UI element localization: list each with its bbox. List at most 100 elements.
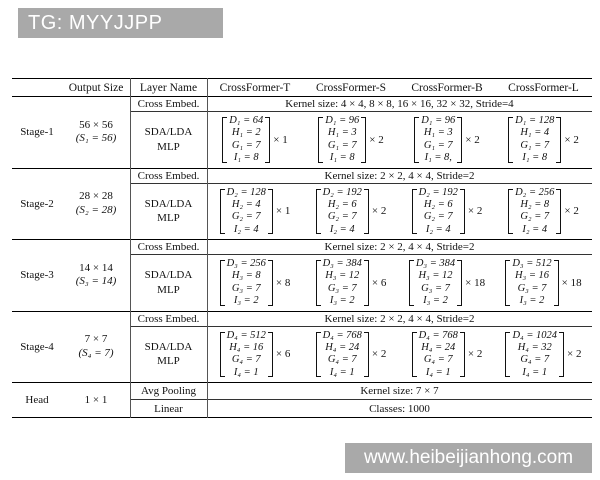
header-crossformer-s: CrossFormer-S <box>315 81 387 94</box>
bracket-right <box>457 260 463 306</box>
bracket-right <box>267 260 273 306</box>
bracket-right <box>553 260 559 306</box>
matrix-values: D₂ = 192 H₂ = 6 G₂ = 7 I₂ = 4 <box>322 186 362 235</box>
matrix-cell: D₄ = 768 H₄ = 24 G₄ = 7 I₄ = 1 × 2 <box>303 327 399 383</box>
matrix-cell: D₂ = 192 H₂ = 6 G₂ = 7 I₂ = 4 × 2 <box>303 184 399 240</box>
matrix-cell: D₄ = 512 H₄ = 16 G₄ = 7 I₄ = 1 × 6 <box>207 327 303 383</box>
stage-2-block: Stage-2 28 × 28 (S₂ = 28) Cross Embed. K… <box>12 169 592 240</box>
bracket-left <box>411 331 417 377</box>
bracket-left <box>414 117 420 163</box>
bracket-right <box>457 117 463 163</box>
matrix-multiplier: × 2 <box>371 348 387 361</box>
cross-embed-label: Cross Embed. <box>130 240 207 255</box>
header-output-size: Output Size <box>68 81 124 94</box>
matrix-values: D₁ = 96 H₁ = 3 G₁ = 7 I₁ = 8 <box>325 115 360 164</box>
layer-name-cell: SDA/LDA MLP <box>144 197 193 225</box>
cross-embed-kernel: Kernel size: 2 × 2, 4 × 4, Stride=2 <box>207 169 592 184</box>
matrix-values: D₄ = 768 H₄ = 24 G₄ = 7 I₄ = 1 <box>322 329 362 378</box>
bracket-left <box>219 260 225 306</box>
stage-4-block: Stage-4 7 × 7 (S₄ = 7) Cross Embed. Kern… <box>12 312 592 383</box>
stage-1-block: Stage-1 56 × 56 (S₁ = 56) Cross Embed. K… <box>12 97 592 169</box>
output-size-sub: (S₄ = 7) <box>78 346 114 359</box>
matrix-multiplier: × 6 <box>275 348 291 361</box>
stage-3-block: Stage-3 14 × 14 (S₃ = 14) Cross Embed. K… <box>12 240 592 312</box>
output-size: 7 × 7 <box>84 333 108 345</box>
cross-embed-label: Cross Embed. <box>130 169 207 184</box>
matrix-values: D₄ = 1024 H₄ = 32 G₄ = 7 I₄ = 1 <box>512 329 558 378</box>
matrix-multiplier: × 8 <box>275 276 291 289</box>
output-size-cell: 56 × 56 (S₁ = 56) <box>62 97 130 168</box>
bracket-left <box>508 188 514 234</box>
bracket-right <box>459 331 465 377</box>
bracket-right <box>459 188 465 234</box>
bracket-right <box>361 117 367 163</box>
column-divider <box>207 78 208 418</box>
header-crossformer-b: CrossFormer-B <box>411 81 483 94</box>
output-size-cell: 28 × 28 (S₂ = 28) <box>62 169 130 240</box>
output-size-sub: (S₃ = 14) <box>75 275 117 288</box>
bracket-left <box>505 331 511 377</box>
output-size-sub: (S₁ = 56) <box>75 132 117 145</box>
matrix-multiplier: × 6 <box>371 276 387 289</box>
matrix-cell: D₄ = 768 H₄ = 24 G₄ = 7 I₄ = 1 × 2 <box>399 327 495 383</box>
matrix-cell: D₄ = 1024 H₄ = 32 G₄ = 7 I₄ = 1 × 2 <box>495 327 592 383</box>
linear-label: Linear <box>154 402 183 415</box>
cross-embed-kernel: Kernel size: 2 × 2, 4 × 4, Stride=2 <box>207 312 592 327</box>
cross-embed-kernel: Kernel size: 2 × 2, 4 × 4, Stride=2 <box>207 240 592 255</box>
matrix-values: D₁ = 128 H₁ = 4 G₁ = 7 I₁ = 8 <box>515 115 555 164</box>
head-output-size: 1 × 1 <box>84 394 108 406</box>
cross-embed-label: Cross Embed. <box>130 97 207 112</box>
matrix-cell: D₂ = 192 H₂ = 6 G₂ = 7 I₂ = 4 × 2 <box>399 184 495 240</box>
cross-embed-kernel: Kernel size: 4 × 4, 8 × 8, 16 × 16, 32 ×… <box>207 97 592 112</box>
stage-label: Stage-4 <box>20 340 54 353</box>
bracket-left <box>318 117 324 163</box>
bracket-right <box>556 117 562 163</box>
matrix-multiplier: × 2 <box>465 133 480 146</box>
bracket-left <box>219 188 225 234</box>
matrix-multiplier: × 18 <box>465 276 486 289</box>
column-divider <box>130 78 131 418</box>
matrix-multiplier: × 18 <box>561 276 582 289</box>
layer-name-cell: SDA/LDA MLP <box>144 340 193 368</box>
architecture-table: Output Size Layer Name CrossFormer-T Cro… <box>12 78 592 418</box>
head-label: Head <box>25 394 49 406</box>
matrix-cell: D₃ = 384 H₃ = 12 G₃ = 7 I₃ = 2 × 18 <box>399 255 495 311</box>
output-size-sub: (S₂ = 28) <box>75 203 117 216</box>
matrix-values: D₄ = 768 H₄ = 24 G₄ = 7 I₄ = 1 <box>418 329 458 378</box>
matrix-multiplier: × 2 <box>467 205 483 218</box>
matrix-multiplier: × 2 <box>564 205 579 218</box>
stage-label: Stage-2 <box>20 197 54 210</box>
top-watermark: TG: MYYJJPP <box>18 8 223 38</box>
matrix-values: D₃ = 512 H₃ = 16 G₃ = 7 I₃ = 2 <box>512 258 552 307</box>
matrix-multiplier: × 2 <box>564 133 579 146</box>
matrix-cell: D₃ = 384 H₃ = 12 G₃ = 7 I₃ = 2 × 6 <box>303 255 399 311</box>
matrix-cell: D₂ = 128 H₂ = 4 G₂ = 7 I₂ = 4 × 1 <box>207 184 303 240</box>
matrix-cell: D₁ = 128 H₁ = 4 G₁ = 7 I₁ = 8 × 2 <box>495 112 592 168</box>
header-empty <box>12 79 62 96</box>
bracket-left <box>505 260 511 306</box>
header-layer-name: Layer Name <box>139 81 198 94</box>
bottom-watermark: www.heibeijianhong.com <box>345 443 592 473</box>
matrix-values: D₃ = 256 H₃ = 8 G₃ = 7 I₃ = 2 <box>226 258 266 307</box>
matrix-multiplier: × 2 <box>567 348 582 361</box>
bracket-right <box>363 260 369 306</box>
matrix-cell: D₂ = 256 H₂ = 8 G₂ = 7 I₂ = 4 × 2 <box>495 184 592 240</box>
matrix-multiplier: × 2 <box>371 205 387 218</box>
cross-embed-label: Cross Embed. <box>130 312 207 327</box>
matrix-cell: D₁ = 96 H₁ = 3 G₁ = 7 I₁ = 8 × 2 <box>303 112 399 168</box>
bracket-right <box>267 188 273 234</box>
avg-pooling-value: Kernel size: 7 × 7 <box>207 383 592 400</box>
matrix-cell: D₁ = 96 H₁ = 3 G₁ = 7 I₁ = 8, × 2 <box>399 112 495 168</box>
avg-pooling-label: Avg Pooling <box>130 383 207 400</box>
bracket-left <box>411 188 417 234</box>
bracket-left <box>315 260 321 306</box>
matrix-values: D₃ = 384 H₃ = 12 G₃ = 7 I₃ = 2 <box>415 258 456 307</box>
bracket-right <box>265 117 271 163</box>
output-size: 56 × 56 <box>79 118 113 131</box>
head-block: Head 1 × 1 Avg Pooling Kernel size: 7 × … <box>12 383 592 418</box>
matrix-values: D₄ = 512 H₄ = 16 G₄ = 7 I₄ = 1 <box>226 329 266 378</box>
header-crossformer-t: CrossFormer-T <box>219 81 291 94</box>
layer-name-cell: SDA/LDA MLP <box>144 269 193 296</box>
bracket-right <box>559 331 565 377</box>
